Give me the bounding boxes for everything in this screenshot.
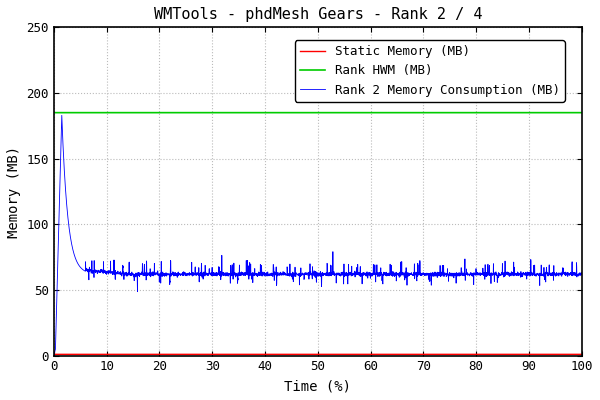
Rank HWM (MB) [110, 110, 118, 115]
Static Memory (MB) [253, 352, 260, 357]
Title: WMTools - phdMesh Gears - Rank 2 / 4: WMTools - phdMesh Gears - Rank 2 / 4 [154, 7, 482, 22]
Rank 2 Memory Consumption (MB) [142, 273, 149, 278]
Static Memory (MB) [142, 352, 149, 357]
Rank HWM (MB) [568, 110, 575, 115]
Rank 2 Memory Consumption (MB) [511, 273, 518, 278]
Rank 2 Memory Consumption (MB) [110, 258, 118, 263]
Rank HWM (MB) [142, 110, 149, 115]
Legend: Static Memory (MB), Rank HWM (MB), Rank 2 Memory Consumption (MB): Static Memory (MB), Rank HWM (MB), Rank … [295, 40, 565, 102]
Rank 2 Memory Consumption (MB) [253, 273, 260, 278]
Static Memory (MB) [511, 352, 518, 357]
X-axis label: Time (%): Time (%) [284, 379, 352, 393]
Rank 2 Memory Consumption (MB) [568, 273, 575, 278]
Y-axis label: Memory (MB): Memory (MB) [7, 145, 21, 238]
Rank 2 Memory Consumption (MB) [578, 272, 586, 276]
Rank HWM (MB) [275, 110, 283, 115]
Static Memory (MB) [50, 352, 58, 357]
Rank 2 Memory Consumption (MB) [50, 353, 58, 358]
Static Memory (MB) [275, 352, 283, 357]
Rank HWM (MB) [578, 110, 586, 115]
Static Memory (MB) [568, 352, 575, 357]
Rank HWM (MB) [253, 110, 260, 115]
Rank 2 Memory Consumption (MB) [276, 270, 283, 275]
Rank HWM (MB) [50, 110, 58, 115]
Line: Rank 2 Memory Consumption (MB): Rank 2 Memory Consumption (MB) [54, 115, 582, 356]
Rank HWM (MB) [511, 110, 518, 115]
Rank 2 Memory Consumption (MB) [58, 113, 65, 118]
Static Memory (MB) [110, 352, 118, 357]
Static Memory (MB) [578, 352, 586, 357]
